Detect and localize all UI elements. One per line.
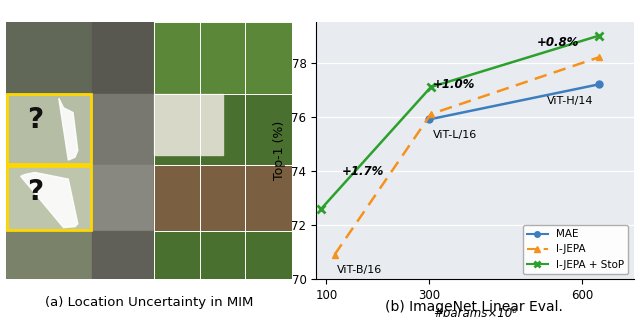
I-JEPA (331, 253, 339, 256)
I-JEPA + StoP (317, 207, 325, 210)
I-JEPA (427, 112, 435, 116)
Legend: MAE, I-JEPA, I-JEPA + StoP: MAE, I-JEPA, I-JEPA + StoP (523, 225, 628, 274)
Line: MAE: MAE (426, 81, 602, 123)
Bar (92, 22, 154, 94)
Text: ViT-B/16: ViT-B/16 (337, 265, 383, 275)
Bar (92, 231, 154, 279)
Bar (6, 165, 92, 231)
Text: +1.7%: +1.7% (342, 165, 384, 178)
Bar (154, 231, 292, 279)
Line: I-JEPA: I-JEPA (331, 54, 602, 258)
Bar (92, 94, 154, 165)
Bar (92, 165, 154, 231)
Bar (7, 94, 91, 164)
Bar (154, 94, 292, 165)
Line: I-JEPA + StoP: I-JEPA + StoP (317, 31, 603, 213)
MAE (425, 118, 433, 121)
Bar (6, 94, 92, 165)
Polygon shape (59, 98, 78, 160)
Bar (6, 22, 92, 94)
Text: +0.8%: +0.8% (536, 36, 579, 49)
Text: (a) Location Uncertainty in MIM: (a) Location Uncertainty in MIM (45, 296, 253, 309)
MAE (595, 82, 603, 86)
I-JEPA + StoP (427, 85, 435, 89)
Bar (154, 94, 223, 155)
Text: ?: ? (28, 106, 44, 134)
Polygon shape (20, 172, 78, 228)
Text: ViT-H/14: ViT-H/14 (547, 96, 594, 106)
I-JEPA + StoP (595, 34, 603, 38)
Bar (154, 165, 292, 231)
Text: (b) ImageNet Linear Eval.: (b) ImageNet Linear Eval. (385, 300, 563, 314)
X-axis label: #params×10⁶: #params×10⁶ (433, 307, 517, 317)
Bar (6, 231, 92, 279)
Bar (154, 22, 292, 94)
Text: ViT-L/16: ViT-L/16 (433, 130, 477, 140)
I-JEPA (595, 55, 603, 59)
Text: ?: ? (28, 178, 44, 206)
Text: +1.0%: +1.0% (433, 78, 476, 91)
Y-axis label: Top-1 (%): Top-1 (%) (273, 121, 286, 180)
Bar (7, 166, 91, 230)
